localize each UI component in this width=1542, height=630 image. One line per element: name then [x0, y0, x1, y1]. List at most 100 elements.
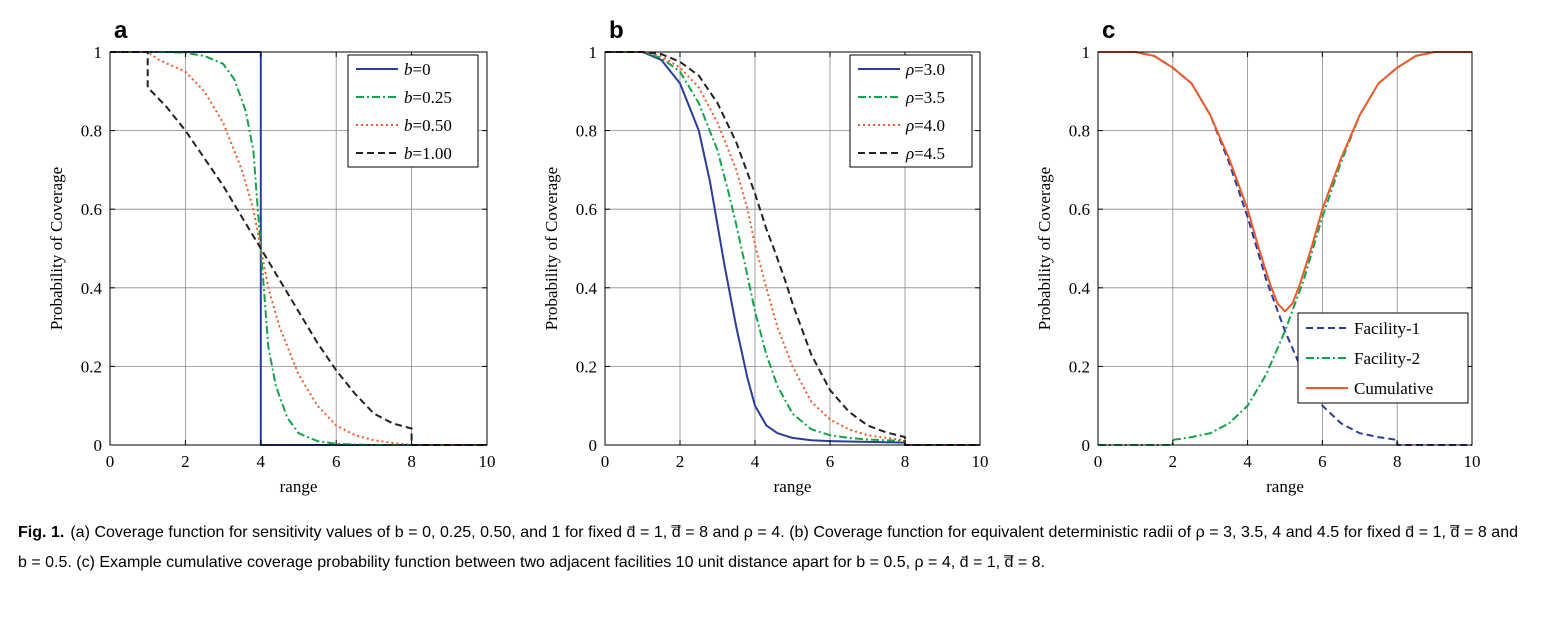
x-tick-label: 0 [1094, 452, 1103, 471]
x-tick-label: 8 [407, 452, 416, 471]
series-line-b-3 [605, 51, 980, 446]
legend-value: =0 [413, 60, 431, 79]
legend-label: ρ=4.0 [905, 116, 945, 135]
x-tick-label: 10 [972, 452, 989, 471]
legend-value: =4.0 [914, 116, 945, 135]
legend: b=0b=0.25b=0.50b=1.00 [347, 54, 479, 168]
series-line-c-2 [1098, 51, 1472, 313]
series-line-c-0 [1098, 51, 1472, 446]
x-axis-label: range [1266, 477, 1304, 496]
x-tick-label: 10 [1464, 452, 1481, 471]
x-tick-label: 6 [332, 452, 341, 471]
y-tick-label: 0.6 [81, 200, 102, 219]
x-tick-label: 10 [479, 452, 496, 471]
legend-value: =4.5 [914, 144, 945, 163]
legend-value: =0.25 [413, 88, 452, 107]
legend-value: Facility-1 [1354, 319, 1420, 338]
panel-letter: b [609, 17, 624, 44]
legend-label: Cumulative [1354, 379, 1433, 398]
series-line-c-1 [1098, 51, 1472, 446]
legend-value: =1.00 [413, 144, 452, 163]
y-tick-label: 0.2 [576, 357, 597, 376]
y-tick-label: 0.2 [81, 357, 102, 376]
x-tick-label: 2 [676, 452, 685, 471]
chart-panel-b: b 0 2 4 6 8 10 0 0.2 0.4 0.6 0.8 1 range Probability o… [542, 17, 989, 496]
x-tick-label: 8 [901, 452, 910, 471]
legend-label: b=0.50 [404, 116, 452, 135]
axes-frame [109, 51, 488, 446]
series-line-b-1 [605, 51, 980, 446]
y-tick-label: 0.8 [1069, 122, 1090, 141]
series-line-b-0 [605, 51, 980, 446]
legend-label: ρ=3.0 [905, 60, 945, 79]
y-tick-label: 0.6 [576, 200, 597, 219]
caption-label: Fig. 1. [18, 524, 65, 541]
x-tick-label: 2 [181, 452, 190, 471]
x-tick-label: 4 [751, 452, 760, 471]
legend-value: =0.50 [413, 116, 452, 135]
legend-var: ρ [905, 60, 914, 79]
y-tick-label: 0.4 [81, 279, 103, 298]
legend-label: ρ=4.5 [905, 144, 945, 163]
legend-label: Facility-1 [1354, 319, 1420, 338]
legend-label: ρ=3.5 [905, 88, 945, 107]
legend-box [347, 54, 479, 168]
y-tick-label: 0.4 [1069, 279, 1091, 298]
x-tick-label: 0 [106, 452, 115, 471]
legend-label: Facility-2 [1354, 349, 1420, 368]
series-line-a-2 [110, 51, 487, 446]
legend-label: b=1.00 [404, 144, 452, 163]
y-tick-label: 1 [589, 43, 598, 62]
x-axis-label: range [774, 477, 812, 496]
y-tick-label: 0.8 [81, 122, 102, 141]
y-axis-label: Probability of Coverage [542, 167, 561, 330]
y-tick-label: 0 [589, 436, 598, 455]
x-tick-label: 6 [1318, 452, 1327, 471]
y-tick-label: 1 [1082, 43, 1091, 62]
legend-value: Facility-2 [1354, 349, 1420, 368]
y-tick-label: 0 [94, 436, 103, 455]
legend-var: ρ [905, 116, 914, 135]
x-tick-label: 8 [1393, 452, 1402, 471]
y-tick-label: 0.6 [1069, 200, 1090, 219]
y-tick-label: 1 [94, 43, 103, 62]
legend-value: =3.0 [914, 60, 945, 79]
y-tick-label: 0.2 [1069, 357, 1090, 376]
panel-letter: a [114, 17, 128, 44]
legend-var: ρ [905, 144, 914, 163]
y-tick-label: 0.4 [576, 279, 598, 298]
x-axis-label: range [280, 477, 318, 496]
legend-var: b [404, 144, 413, 163]
y-tick-label: 0.8 [576, 122, 597, 141]
legend-var: b [404, 88, 413, 107]
series-line-a-3 [110, 51, 487, 446]
series-line-a-1 [110, 51, 487, 446]
legend-var: ρ [905, 88, 914, 107]
legend-value: =3.5 [914, 88, 945, 107]
figure-caption: Fig. 1. (a) Coverage function for sensiti… [18, 518, 1518, 578]
panel-letter: c [1102, 17, 1115, 44]
caption-text: (a) Coverage function for sensitivity va… [18, 524, 1519, 571]
legend-box [849, 54, 973, 168]
figure: a 0 2 4 6 8 10 0 0.2 0.4 0.6 0.8 1 range Probability o… [47, 17, 1481, 496]
x-tick-label: 4 [1243, 452, 1252, 471]
x-tick-label: 4 [257, 452, 266, 471]
y-tick-label: 0 [1082, 436, 1091, 455]
axes-frame [604, 51, 981, 446]
x-tick-label: 6 [826, 452, 835, 471]
chart-panel-a: a 0 2 4 6 8 10 0 0.2 0.4 0.6 0.8 1 range Probability o… [47, 17, 496, 496]
y-axis-label: Probability of Coverage [47, 167, 66, 330]
legend: Facility-1 Facility-2 Cumulative [1297, 312, 1469, 404]
x-tick-label: 2 [1169, 452, 1178, 471]
legend-value: Cumulative [1354, 379, 1433, 398]
legend-var: b [404, 60, 413, 79]
legend-label: b=0 [404, 60, 431, 79]
chart-panel-c: c 0 2 4 6 8 10 0 0.2 0.4 0.6 0.8 1 range Probability o… [1035, 17, 1481, 496]
legend-var: b [404, 116, 413, 135]
legend-label: b=0.25 [404, 88, 452, 107]
axes-frame [1097, 51, 1473, 446]
legend: ρ=3.0ρ=3.5ρ=4.0ρ=4.5 [849, 54, 973, 168]
x-tick-label: 0 [601, 452, 610, 471]
y-axis-label: Probability of Coverage [1035, 167, 1054, 330]
